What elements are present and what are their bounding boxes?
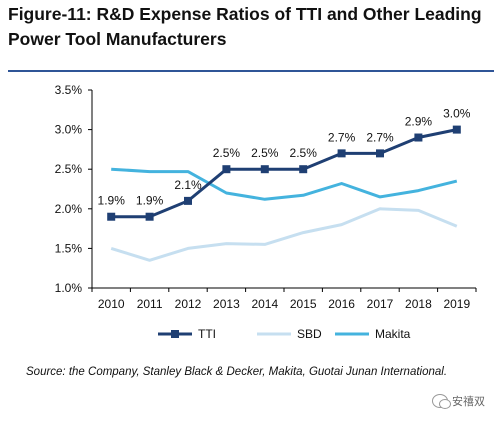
series-line-makita: [111, 167, 458, 201]
source-note: Source: the Company, Stanley Black & Dec…: [26, 366, 448, 378]
data-label: 2.9%: [405, 115, 433, 129]
y-tick-label: 3.5%: [55, 83, 83, 97]
series-line-sbd: [110, 207, 458, 262]
y-tick-label: 2.5%: [55, 162, 83, 176]
point-marker-tti: [184, 196, 192, 205]
point-marker-tti: [299, 165, 308, 174]
x-tick-label: 2010: [98, 297, 125, 311]
y-tick-label: 1.5%: [55, 241, 83, 255]
watermark-text: 安禧双: [452, 396, 485, 408]
data-label: 2.7%: [328, 130, 356, 144]
y-tick-label: 1.0%: [55, 281, 83, 295]
point-marker-tti: [107, 212, 116, 221]
y-tick-label: 3.0%: [55, 123, 83, 137]
data-label: 1.9%: [136, 194, 164, 208]
x-tick-label: 2017: [367, 297, 394, 311]
title-divider: [8, 70, 494, 72]
point-marker-tti: [145, 212, 154, 221]
point-marker-tti: [260, 165, 269, 174]
data-label: 2.7%: [366, 130, 394, 144]
point-marker-tti: [452, 125, 461, 134]
chart-title: Figure-11: R&D Expense Ratios of TTI and…: [8, 4, 482, 49]
x-tick-label: 2018: [405, 297, 432, 311]
x-tick-label: 2016: [328, 297, 355, 311]
x-tick-label: 2015: [290, 297, 317, 311]
legend-label-makita: Makita: [375, 327, 411, 341]
data-label: 2.5%: [290, 146, 318, 160]
y-tick-label: 2.0%: [55, 202, 83, 216]
x-tick-label: 2019: [443, 297, 470, 311]
watermark: 安禧双: [432, 393, 485, 409]
legend-label-sbd: SBD: [297, 327, 322, 341]
wechat-icon: [432, 394, 451, 409]
data-label: 2.1%: [174, 178, 202, 192]
legend-marker-tti: [171, 330, 179, 338]
point-marker-tti: [376, 149, 384, 158]
data-label: 2.5%: [251, 146, 279, 160]
x-tick-label: 2014: [251, 297, 278, 311]
line-chart: 1.0% 1.5% 2.0% 2.5% 3.0% 3.5% 2010 2011 2012 2013…: [55, 83, 477, 341]
data-label: 3.0%: [443, 107, 471, 121]
point-marker-tti: [414, 133, 423, 142]
x-tick-label: 2013: [213, 297, 240, 311]
legend-label-tti: TTI: [198, 327, 216, 341]
data-label: 2.5%: [213, 146, 241, 160]
series-line-tti: [111, 128, 458, 219]
point-marker-tti: [337, 149, 346, 158]
x-tick-label: 2012: [175, 297, 202, 311]
data-label: 1.9%: [98, 194, 126, 208]
point-marker-tti: [222, 165, 231, 174]
x-tick-label: 2011: [137, 297, 163, 311]
